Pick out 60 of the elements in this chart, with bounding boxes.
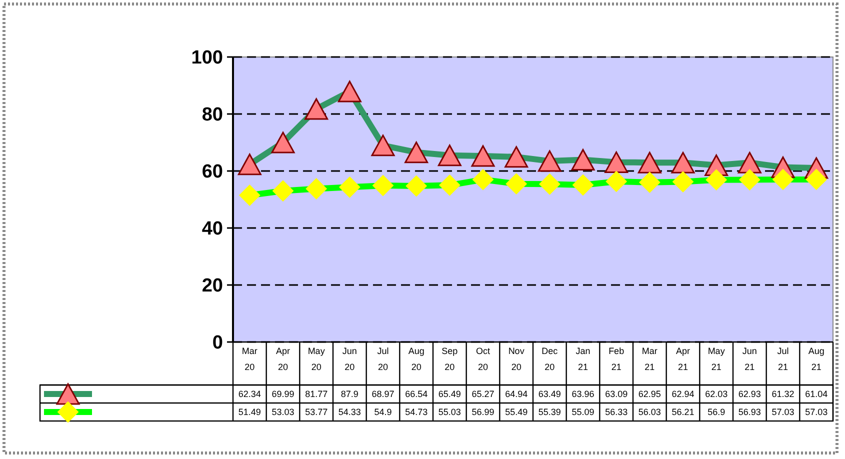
data-label: 56.33 [605, 407, 628, 418]
data-label: 54.33 [338, 407, 361, 418]
y-tick-label: 60 [202, 162, 223, 183]
data-label: 55.03 [438, 407, 461, 418]
data-label: 55.09 [572, 407, 594, 418]
data-label: 53.03 [272, 407, 294, 418]
data-label: 56.9 [708, 407, 726, 418]
data-label: 55.39 [538, 407, 561, 418]
data-label: 62.95 [638, 389, 661, 400]
x-tick-label: Oct 20 [476, 346, 490, 372]
y-tick-label: 40 [202, 218, 223, 240]
data-label: 63.09 [605, 389, 628, 400]
data-label: 62.93 [738, 389, 761, 400]
data-label: 53.77 [305, 407, 328, 418]
data-label: 81.77 [305, 389, 328, 400]
x-tick-label: Mar 20 [242, 346, 258, 372]
x-tick-label: Apr 20 [276, 346, 290, 372]
data-label: 55.49 [505, 407, 528, 418]
x-tick-label: Jul 21 [777, 346, 789, 372]
data-label: 51.49 [238, 407, 261, 418]
x-tick-label: May 20 [308, 346, 326, 372]
data-label: 56.99 [472, 407, 494, 418]
data-label: 56.03 [638, 407, 661, 418]
data-label: 69.99 [272, 389, 294, 400]
x-tick-label: Aug 20 [408, 346, 424, 372]
x-tick-label: Jan 21 [576, 346, 590, 372]
data-label: 65.27 [472, 389, 494, 400]
x-tick-label: Mar 21 [642, 346, 658, 372]
data-label: 63.96 [572, 389, 594, 400]
x-tick-label: Dec 20 [542, 346, 558, 372]
x-tick-label: Sep 20 [442, 346, 458, 372]
x-tick-label: Jul 20 [377, 346, 389, 372]
x-tick-label: May 21 [708, 346, 726, 372]
x-tick-label: Jun 20 [342, 346, 357, 372]
data-label: 62.03 [705, 389, 728, 400]
data-label: 56.93 [738, 407, 761, 418]
data-label: 87.9 [340, 389, 358, 400]
x-tick-label: Nov 20 [508, 346, 525, 372]
data-label: 54.9 [374, 407, 392, 418]
data-label: 54.73 [405, 407, 428, 418]
data-label: 56.21 [672, 407, 694, 418]
data-label: 62.94 [672, 389, 694, 400]
y-tick-label: 20 [202, 276, 223, 297]
data-label: 66.54 [405, 389, 428, 400]
data-label: 65.49 [438, 389, 461, 400]
data-label: 62.34 [238, 389, 261, 400]
x-tick-label: Aug 21 [808, 346, 824, 372]
x-tick-label: Jun 21 [742, 346, 757, 372]
data-label: 61.32 [772, 389, 794, 400]
data-label: 57.03 [805, 407, 828, 418]
y-tick-label: 0 [212, 332, 223, 354]
data-label: 64.94 [505, 389, 528, 400]
y-tick-label: 80 [202, 104, 223, 126]
x-tick-label: Feb 21 [608, 346, 624, 372]
data-label: 57.03 [772, 407, 794, 418]
x-tick-label: Apr 21 [676, 346, 690, 372]
data-label: 68.97 [372, 389, 394, 400]
y-tick-label: 100 [191, 48, 223, 69]
data-label: 61.04 [805, 389, 828, 400]
data-label: 63.49 [538, 389, 561, 400]
